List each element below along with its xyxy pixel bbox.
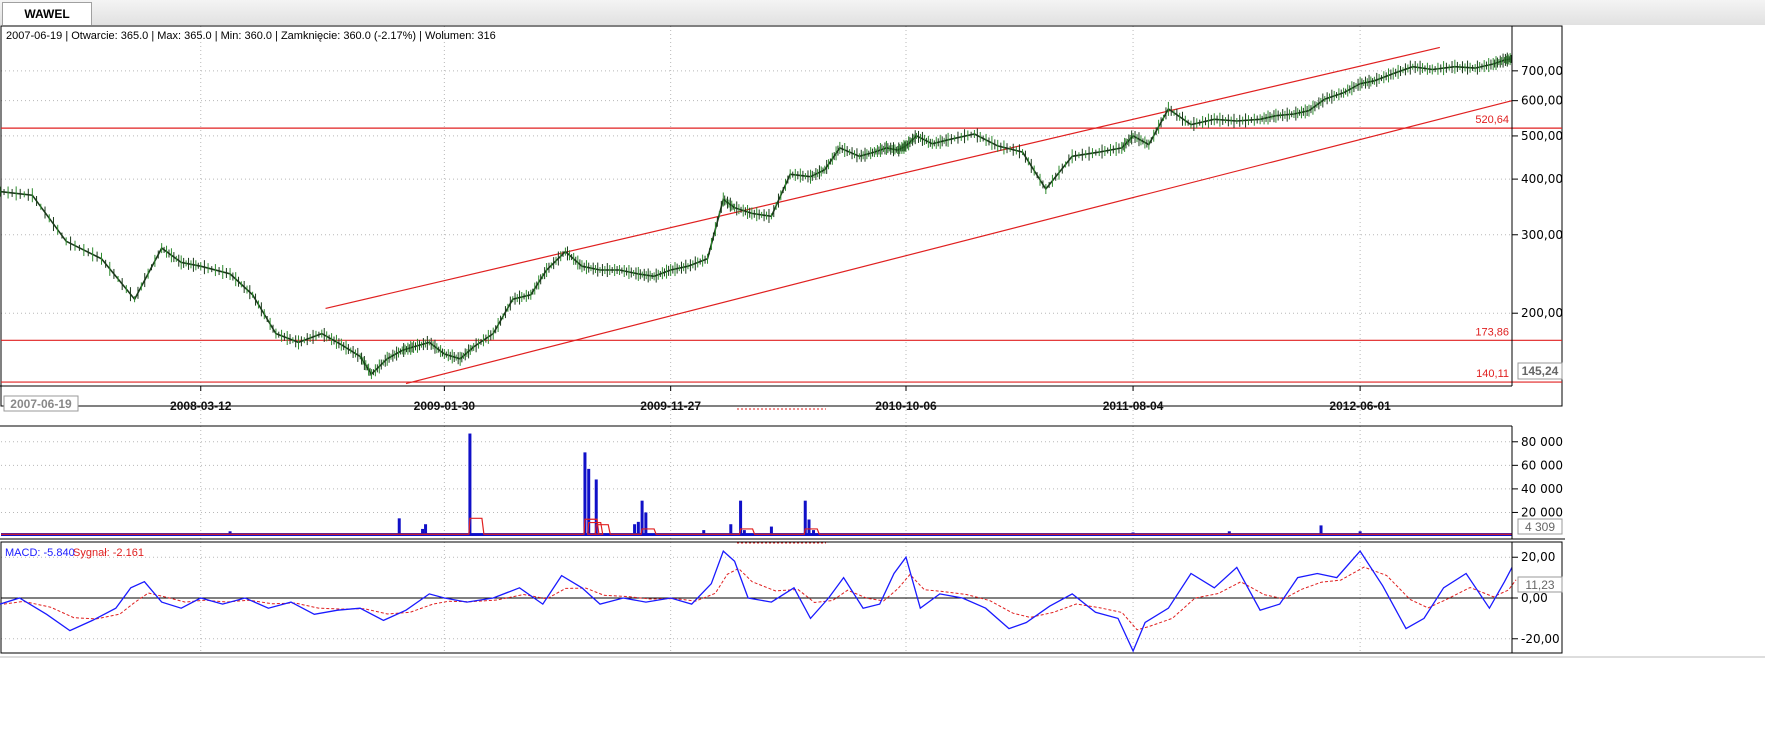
macd-last-badge: 11,23 [1517, 576, 1563, 593]
price-series [0, 52, 1513, 380]
date-axis: 2007-06-19 2008-03-12 2009-01-30 2009-11-2… [0, 385, 1512, 413]
volume-bar [803, 500, 807, 536]
tab-bar: WAWEL [0, 0, 1765, 26]
price-y-tick-label: 300,00 [1521, 228, 1563, 242]
price-panel-border [0, 25, 1563, 407]
volume-bar [587, 468, 591, 536]
volume-baseline-badge: 4 309 [1517, 518, 1563, 535]
volume-bar [812, 530, 816, 536]
volume-bar [594, 479, 598, 536]
volume-bar [769, 526, 773, 536]
volume-badge-box [1517, 518, 1563, 535]
volume-average-line [1, 517, 1512, 535]
price-line [0, 58, 1513, 376]
price-y-tick-label: 600,00 [1521, 94, 1563, 108]
volume-series [1, 433, 1512, 536]
volume-y-axis: 80 000 60 000 40 000 20 000 [1511, 426, 1563, 539]
volume-y-tick-label: 20 000 [1521, 505, 1563, 519]
macd-series [0, 549, 1517, 653]
macd-y-tick-label: 0,00 [1521, 591, 1548, 605]
volume-bar [633, 524, 637, 536]
macd-y-tick-label: 20,00 [1521, 550, 1555, 564]
volume-badge-text: 4 309 [1525, 520, 1555, 534]
macd-label: MACD: -5.840 [5, 547, 75, 559]
volume-bar [583, 452, 587, 536]
volume-bar [729, 524, 733, 536]
level-labels: 520,64 173,86 140,11 [1475, 114, 1509, 380]
volume-bar [397, 518, 401, 536]
volume-bar [421, 528, 425, 536]
level-label: 140,11 [1476, 368, 1509, 380]
macd-y-tick-label: -20,00 [1521, 632, 1560, 646]
level-label: 520,64 [1475, 114, 1509, 126]
volume-bar [424, 524, 428, 536]
macd-y-axis: 20,00 0,00 -20,00 [1511, 542, 1560, 653]
volume-bar [739, 500, 743, 536]
cursor-date-badge: 2007-06-19 [3, 395, 79, 412]
date-tick-label: 2010-10-06 [875, 399, 937, 413]
volume-y-tick-label: 60 000 [1521, 458, 1563, 472]
volume-bar [742, 530, 746, 536]
date-tick-label: 2009-01-30 [414, 399, 476, 413]
price-panel[interactable]: 700,00 600,00 500,00 400,00 300,00 200,00 520… [0, 25, 1563, 407]
macd-line [0, 549, 1513, 653]
volume-panel[interactable]: 80 000 60 000 40 000 20 000 4 309 [0, 425, 1565, 544]
level-label: 173,86 [1475, 326, 1509, 338]
date-tick-label: 2011-08-04 [1103, 399, 1164, 413]
last-value-badge-box [1517, 362, 1563, 380]
price-y-tick-label: 500,00 [1521, 129, 1563, 143]
signal-line [3, 566, 1517, 631]
price-y-tick-label: 200,00 [1521, 306, 1563, 320]
macd-panel-border [0, 541, 1563, 654]
volume-bar [807, 519, 811, 536]
macd-panel[interactable]: 20,00 0,00 -20,00 MACD: -5.840 Sygnał: -2.… [0, 541, 1563, 654]
last-value-badge-text: 145,24 [1522, 364, 1559, 378]
date-tick-label: 2008-03-12 [170, 399, 232, 413]
signal-label: Sygnał: -2.161 [73, 547, 144, 559]
macd-badge-box [1517, 576, 1563, 593]
grid [1, 26, 1512, 653]
price-y-axis: 700,00 600,00 500,00 400,00 300,00 200,00 [1511, 26, 1563, 386]
trend-channel_lower[interactable] [405, 100, 1513, 385]
volume-y-tick-label: 80 000 [1521, 435, 1563, 449]
volume-bar [468, 433, 472, 536]
info-bar: 2007-06-19 | Otwarcie: 365.0 | Max: 365.… [6, 30, 496, 42]
volume-y-tick-label: 40 000 [1521, 482, 1563, 496]
volume-bar [644, 512, 648, 536]
last-value-badge: 145,24 [1517, 362, 1563, 380]
trend-lines[interactable] [1, 46, 1562, 385]
chart-svg[interactable]: 700,00 600,00 500,00 400,00 300,00 200,00 520… [0, 25, 1765, 741]
tab-wawel[interactable]: WAWEL [2, 2, 92, 26]
chart-frame: 700,00 600,00 500,00 400,00 300,00 200,00 520… [0, 25, 1765, 741]
price-y-tick-label: 400,00 [1521, 172, 1563, 186]
cursor-date-box [3, 395, 79, 412]
trend-channel_upper[interactable] [325, 46, 1440, 310]
volume-bar [640, 500, 644, 536]
macd-badge-text: 11,23 [1525, 578, 1554, 592]
volume-bar [636, 521, 640, 536]
volume-bar [702, 530, 706, 536]
cursor-date-text: 2007-06-19 [10, 397, 72, 411]
price-y-tick-label: 700,00 [1521, 64, 1563, 78]
volume-bar [1319, 525, 1323, 536]
date-tick-label: 2009-11-27 [640, 399, 701, 413]
date-tick-label: 2012-06-01 [1329, 399, 1391, 413]
